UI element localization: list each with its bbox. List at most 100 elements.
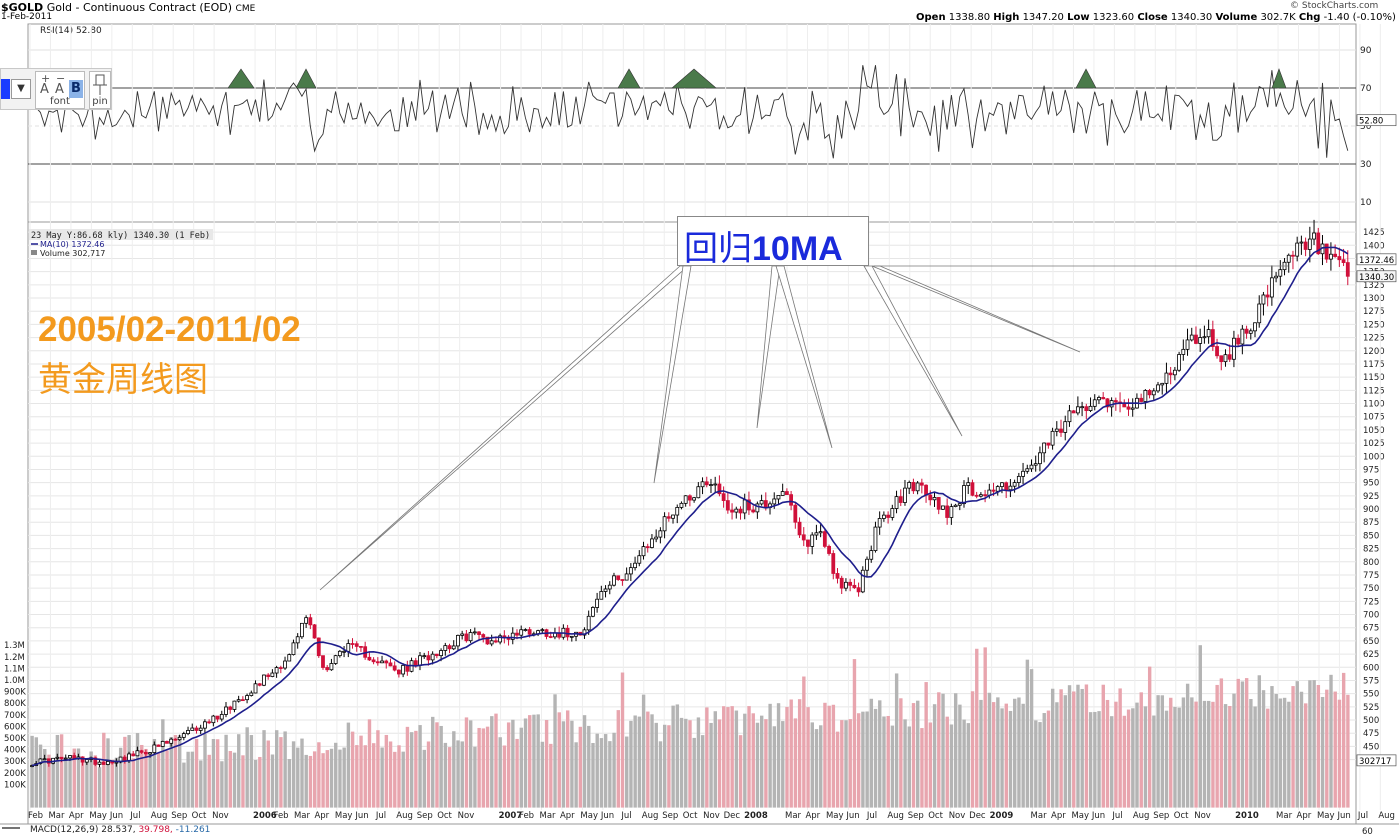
callout-ma: 10MA [752, 230, 843, 268]
candle-body [742, 499, 747, 514]
price-tick-label: 1250 [1363, 320, 1385, 330]
candle-body [143, 751, 148, 755]
credit[interactable]: © StockCharts.com [1290, 1, 1379, 11]
volume-bar [1253, 706, 1257, 808]
volume-bar [1084, 684, 1089, 808]
candle-body [1189, 334, 1194, 341]
volume-bar [308, 755, 313, 808]
volume-bar [747, 706, 751, 808]
candle-body [304, 617, 309, 624]
candle-body [814, 532, 819, 536]
volume-bar [199, 760, 203, 808]
volume-bar [620, 672, 625, 808]
plus-icon[interactable]: + [41, 72, 51, 85]
volume-bar [275, 730, 279, 808]
color-swatch[interactable] [1, 79, 10, 99]
candle-body [1147, 390, 1152, 396]
candle-body [962, 485, 966, 505]
price-tick-label: 1125 [1363, 386, 1385, 396]
candle-body [464, 633, 469, 642]
volume-bar [1333, 691, 1337, 808]
candle-body [856, 587, 861, 593]
candle-body [1097, 397, 1101, 401]
candle-body [498, 635, 503, 643]
candle-body [460, 633, 465, 636]
candle-body [232, 700, 237, 710]
decrease-font-icon[interactable]: A [55, 82, 64, 97]
volume-bar [1025, 659, 1030, 808]
candle-body [451, 645, 456, 650]
x-tick-label: Feb [519, 811, 534, 821]
volume-bar [1202, 700, 1207, 808]
candle-body [127, 753, 131, 761]
candle-body [152, 744, 157, 753]
increase-font-icon[interactable]: A [40, 82, 49, 97]
candle-body [337, 650, 342, 657]
candle-body [852, 584, 857, 589]
volume-bar [1131, 708, 1135, 808]
candle-body [63, 757, 68, 760]
font-size-tool[interactable]: + − A A B font [35, 71, 85, 109]
volume-bar [612, 732, 616, 808]
candle-body [350, 643, 355, 645]
candle-body [995, 486, 1000, 492]
x-tick-label: Apr [69, 811, 84, 821]
volume-bar [1008, 710, 1013, 808]
volume-bar [903, 719, 907, 808]
candle-body [983, 494, 987, 497]
volume-bar [245, 727, 249, 808]
volume-bar [485, 726, 490, 808]
price-tick-label: 650 [1363, 637, 1379, 647]
volume-bar [498, 737, 502, 808]
volume-bar [502, 745, 507, 808]
volume-bar [814, 729, 819, 808]
exchange: CME [235, 4, 256, 14]
volume-tick-label: 1.2M [4, 653, 25, 663]
volume-bar [47, 754, 51, 808]
pin-button[interactable]: pin [89, 71, 111, 109]
candle-body [443, 645, 448, 651]
candle-body [1215, 346, 1219, 357]
candle-body [1253, 322, 1257, 332]
x-tick-label: Jun [1091, 811, 1105, 821]
candle-body [329, 663, 334, 671]
candle-body [1236, 337, 1241, 345]
candle-body [169, 738, 174, 744]
volume-bar [823, 702, 827, 808]
minus-icon[interactable]: − [56, 72, 66, 85]
volume-value-tag-box [1356, 754, 1397, 767]
x-tick-label: Sep [417, 811, 433, 821]
volume-bar [797, 699, 802, 808]
volume-bar [203, 734, 207, 808]
volume-bar [768, 703, 772, 808]
volume-bar [384, 734, 389, 808]
volume-bar [1042, 713, 1046, 808]
candle-body [489, 640, 494, 645]
price-tick-label: 875 [1363, 518, 1379, 528]
price-tick-label: 525 [1363, 703, 1379, 713]
candle-body [624, 573, 629, 581]
candle-body [755, 503, 760, 513]
x-tick-label: Oct [1174, 811, 1189, 821]
candle-body [797, 521, 802, 536]
volume-bar [190, 751, 195, 808]
candle-body [1160, 382, 1165, 386]
volume-bar [161, 719, 165, 808]
candle-body [1059, 428, 1063, 433]
volume-bar [966, 723, 971, 808]
candle-body [1105, 398, 1110, 408]
volume-bar [700, 735, 705, 808]
candle-body [131, 753, 136, 757]
candle-body [953, 504, 958, 508]
bold-button[interactable]: B [69, 80, 83, 98]
volume-bar [249, 735, 254, 808]
candle-body [472, 631, 477, 634]
x-tick-label: Nov [703, 811, 720, 821]
candle-body [312, 624, 317, 639]
color-dropdown-button[interactable]: ▼ [11, 79, 31, 99]
volume-bar [494, 713, 498, 808]
candle-body [413, 660, 418, 666]
volume-bar [734, 710, 739, 808]
candle-body [1130, 407, 1135, 410]
candle-body [709, 484, 713, 486]
